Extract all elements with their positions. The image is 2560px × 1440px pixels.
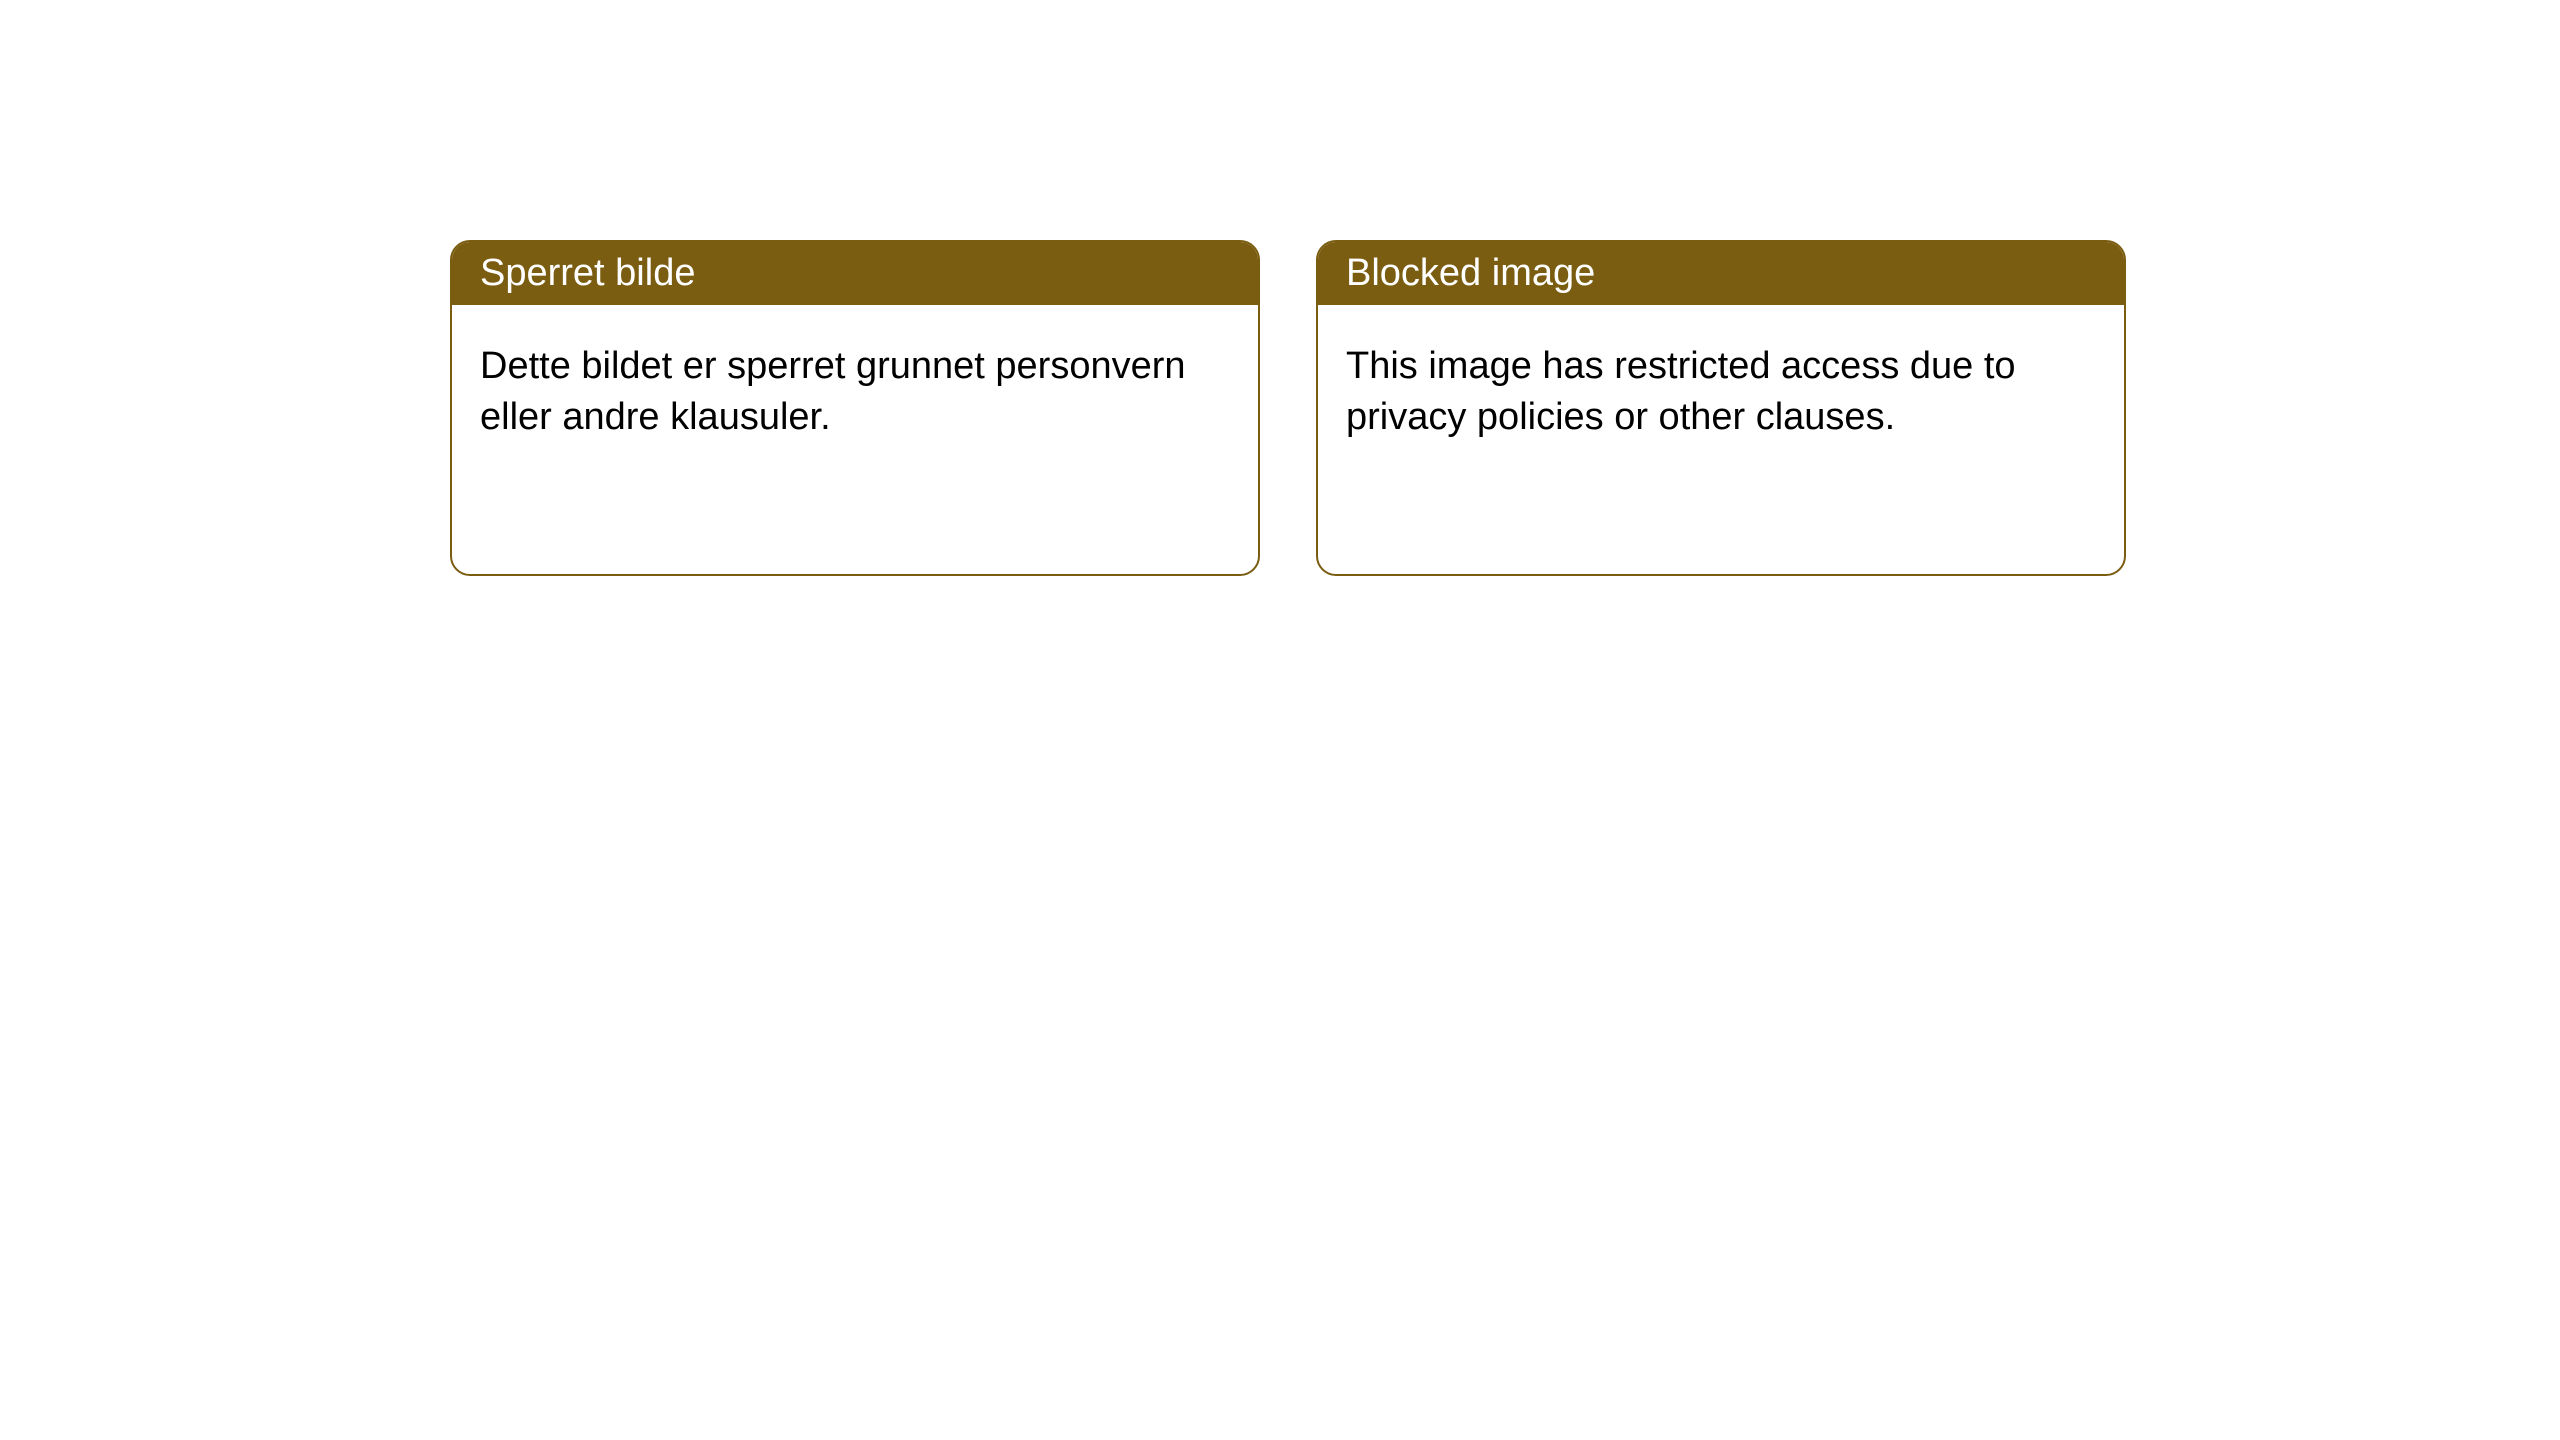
notice-body: Dette bildet er sperret grunnet personve… <box>452 305 1258 480</box>
notice-card-norwegian: Sperret bilde Dette bildet er sperret gr… <box>450 240 1260 576</box>
notice-header: Blocked image <box>1318 242 2124 305</box>
notice-body: This image has restricted access due to … <box>1318 305 2124 480</box>
notice-container: Sperret bilde Dette bildet er sperret gr… <box>0 0 2560 576</box>
notice-header: Sperret bilde <box>452 242 1258 305</box>
notice-card-english: Blocked image This image has restricted … <box>1316 240 2126 576</box>
